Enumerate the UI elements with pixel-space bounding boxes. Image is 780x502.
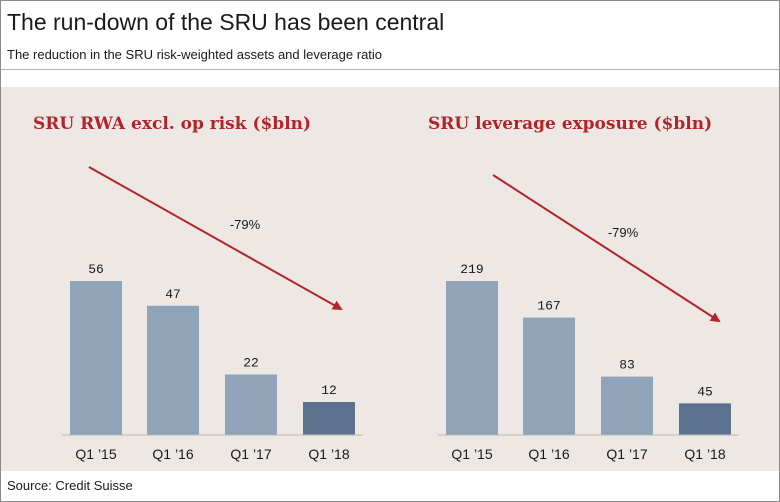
data-label: 12 — [321, 383, 337, 398]
tick-label: Q1 ’18 — [684, 446, 725, 462]
data-label: 45 — [697, 384, 713, 399]
data-label: 56 — [88, 262, 104, 277]
tick-label: Q1 ’16 — [528, 446, 569, 462]
bar — [147, 305, 199, 435]
trend-arrow — [492, 174, 721, 323]
data-label: 167 — [537, 299, 560, 314]
bar — [523, 317, 575, 435]
bar — [679, 403, 731, 435]
tick-label: Q1 ’15 — [75, 446, 116, 462]
bar — [70, 281, 122, 435]
chart-title: SRU leverage exposure ($bln) — [428, 114, 712, 134]
data-label: 47 — [165, 287, 181, 302]
data-label: 219 — [460, 262, 483, 277]
page-subtitle: The reduction in the SRU risk-weighted a… — [7, 47, 383, 62]
charts-svg: SRU RWA excl. op risk ($bln) 56 Q1 ’15 47 Q1… — [33, 114, 739, 462]
chart-2: SRU leverage exposure ($bln) 219 Q1 ’15 167… — [428, 114, 739, 462]
bar — [446, 281, 498, 435]
change-annotation: -79% — [230, 217, 261, 232]
change-annotation: -79% — [608, 225, 639, 240]
title-divider — [1, 69, 779, 70]
chart-1: SRU RWA excl. op risk ($bln) 56 Q1 ’15 47 Q1… — [33, 114, 363, 462]
bar — [303, 402, 355, 435]
data-label: 83 — [619, 358, 635, 373]
bar — [601, 376, 653, 435]
data-label: 22 — [243, 356, 259, 371]
page-title: The run-down of the SRU has been central — [7, 9, 445, 35]
tick-label: Q1 ’17 — [230, 446, 271, 462]
tick-label: Q1 ’18 — [308, 446, 349, 462]
tick-label: Q1 ’16 — [152, 446, 193, 462]
trend-arrow — [88, 166, 343, 310]
tick-label: Q1 ’17 — [606, 446, 647, 462]
tick-label: Q1 ’15 — [451, 446, 492, 462]
bar — [225, 374, 277, 435]
source-note: Source: Credit Suisse — [7, 478, 133, 493]
chart-title: SRU RWA excl. op risk ($bln) — [33, 114, 311, 134]
